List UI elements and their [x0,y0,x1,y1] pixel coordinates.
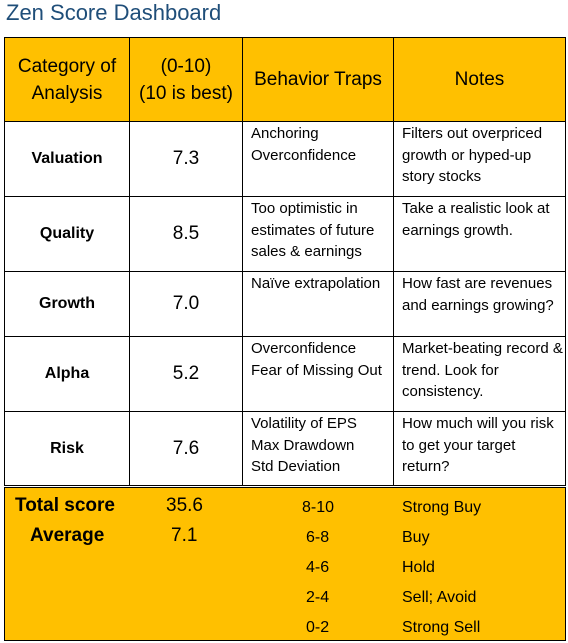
score-table: Category of Analysis (0-10) (10 is best)… [4,37,566,486]
average-label: Average [30,525,105,546]
scale-range: 2-4 [306,589,330,606]
total-score-label: Total score [15,495,115,516]
category-alpha: Alpha [5,337,130,412]
traps-quality: Too optimistic in estimates of future sa… [243,197,394,272]
average-value: 7.1 [171,525,198,546]
score-risk: 7.6 [130,412,243,485]
category-risk: Risk [5,412,130,485]
header-category: Category of Analysis [5,38,130,122]
scale-rating: Hold [402,559,435,576]
scale-range: 4-6 [306,559,330,576]
notes-quality: Take a realistic look at earnings growth… [394,197,565,272]
header-score: (0-10) (10 is best) [130,38,243,122]
notes-alpha: Market-beating record & trend. Look for … [394,337,565,412]
category-valuation: Valuation [5,122,130,197]
traps-valuation: Anchoring Overconfidence [243,122,394,197]
category-quality: Quality [5,197,130,272]
total-score-value: 35.6 [166,495,203,516]
notes-growth: How fast are revenues and earnings growi… [394,272,565,337]
scale-range: 6-8 [306,529,330,546]
category-growth: Growth [5,272,130,337]
score-alpha: 5.2 [130,337,243,412]
notes-risk: How much will you risk to get your targe… [402,415,554,475]
scale-rating: Strong Buy [402,499,482,516]
page-title: Zen Score Dashboard [6,0,222,25]
header-traps: Behavior Traps [243,38,394,122]
scale-range: 8-10 [302,499,335,516]
traps-growth: Naïve extrapolation [243,272,394,337]
traps-risk: Volatility of EPS Max Drawdown Std Devia… [243,412,394,485]
score-quality: 8.5 [130,197,243,272]
scale-rating: Strong Sell [402,619,481,636]
summary-panel: Total score 35.6 Average 7.1 8-10 Strong… [4,487,566,641]
scale-range: 0-2 [306,619,330,636]
header-notes: Notes [394,38,565,122]
notes-valuation: Filters out overpriced growth or hyped-u… [394,122,565,197]
traps-alpha: Overconfidence Fear of Missing Out [243,337,394,412]
scale-rating: Sell; Avoid [402,589,477,606]
score-growth: 7.0 [130,272,243,337]
score-valuation: 7.3 [130,122,243,197]
scale-rating: Buy [402,529,430,546]
